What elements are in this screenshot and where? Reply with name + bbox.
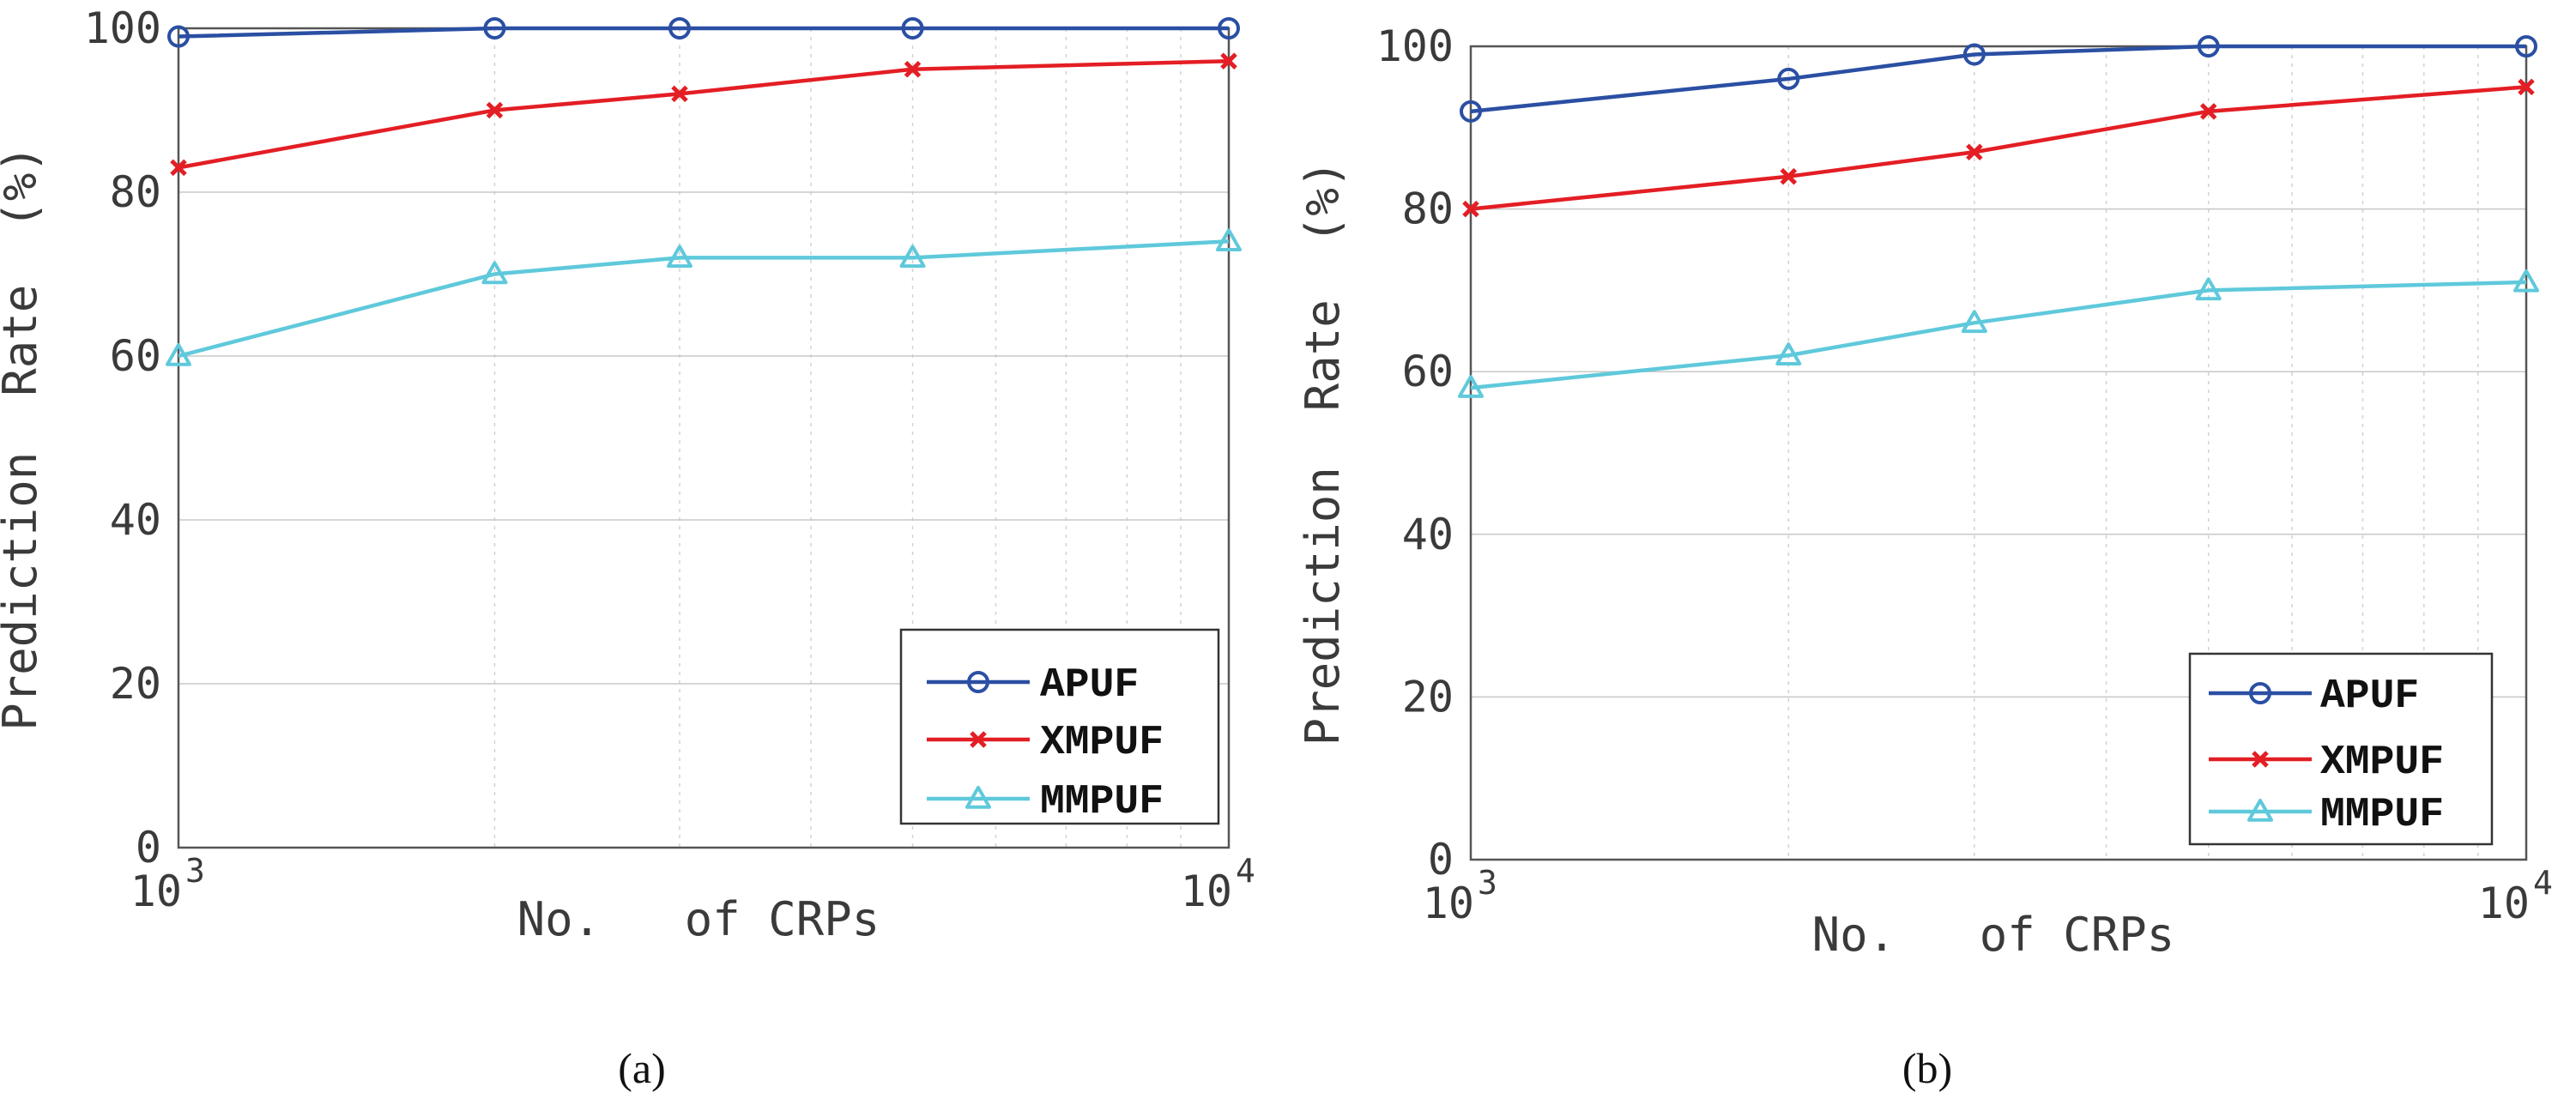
series-apuf xyxy=(1460,35,2537,123)
y-tick-label: 0 xyxy=(136,823,161,873)
y-tick-label: 100 xyxy=(84,3,161,53)
data-point-marker xyxy=(899,245,926,269)
y-axis-label: Prediction Rate (%) xyxy=(0,145,47,731)
panel-caption: (b) xyxy=(1902,1044,1952,1092)
data-point-marker xyxy=(1780,167,1798,185)
data-point-marker xyxy=(1777,67,1800,90)
data-point-marker xyxy=(1458,375,1484,398)
data-point-marker xyxy=(1462,200,1479,218)
legend-label: XMPUF xyxy=(1040,720,1164,766)
legend-label: XMPUF xyxy=(2320,740,2444,786)
data-point-marker xyxy=(486,101,504,119)
data-point-marker xyxy=(166,343,191,366)
y-tick-label: 20 xyxy=(110,659,161,709)
legend-marker xyxy=(2252,751,2269,768)
x-tick-label-base: 10 xyxy=(130,867,182,916)
series-line xyxy=(1470,85,2527,211)
legend-marker xyxy=(965,786,991,809)
data-point-marker xyxy=(170,159,187,177)
data-point-marker xyxy=(1460,100,1482,123)
y-tick-label: 80 xyxy=(110,167,161,217)
legend-box xyxy=(899,628,1220,825)
y-tick-label: 40 xyxy=(110,495,161,545)
y-tick-label: 60 xyxy=(1402,347,1454,396)
legend-marker xyxy=(2247,799,2273,822)
series-line xyxy=(1470,44,2526,114)
x-tick-label-exponent: 3 xyxy=(185,852,205,890)
data-point-marker xyxy=(1220,52,1237,69)
data-point-marker xyxy=(2195,277,2222,301)
legend-label: MMPUF xyxy=(2320,792,2444,838)
series-line xyxy=(178,239,1230,359)
series-line xyxy=(1470,280,2527,390)
x-tick-label-exponent: 4 xyxy=(1236,852,1255,890)
series-apuf xyxy=(167,17,1240,48)
y-tick-label: 0 xyxy=(1428,835,1454,885)
y-tick-label: 100 xyxy=(1376,21,1454,71)
legend-marker xyxy=(2249,682,2271,704)
series-line xyxy=(178,58,1230,170)
x-tick-label-exponent: 3 xyxy=(1478,864,1497,902)
series-xmpuf xyxy=(1462,78,2535,218)
x-tick-label-base: 10 xyxy=(1423,879,1474,928)
data-point-marker xyxy=(2515,35,2537,57)
legend-label: MMPUF xyxy=(1040,779,1164,825)
data-point-marker xyxy=(483,17,506,39)
data-point-marker xyxy=(2513,269,2539,293)
data-point-marker xyxy=(904,60,922,78)
legend-marker xyxy=(970,731,987,748)
data-point-marker xyxy=(2197,35,2220,57)
series-mmpuf xyxy=(166,228,1242,366)
series-mmpuf xyxy=(1458,269,2539,398)
legend-label: APUF xyxy=(2320,673,2419,720)
x-axis-label: No. of CRPs xyxy=(517,892,880,946)
data-point-marker xyxy=(1216,228,1242,252)
series-line xyxy=(178,26,1229,39)
data-point-marker xyxy=(671,85,688,103)
series-xmpuf xyxy=(170,52,1237,177)
data-point-marker xyxy=(1966,143,1983,161)
legend-label: APUF xyxy=(1040,662,1139,709)
panel-caption: (a) xyxy=(618,1044,666,1092)
y-tick-label: 40 xyxy=(1402,510,1454,559)
axes-frame xyxy=(1469,45,2528,861)
data-point-marker xyxy=(1218,17,1240,39)
data-point-marker xyxy=(167,25,190,48)
data-point-marker xyxy=(2518,78,2535,96)
x-tick-label-base: 10 xyxy=(2478,879,2530,928)
data-point-marker xyxy=(901,17,924,39)
x-axis-label: No. of CRPs xyxy=(1812,908,2175,962)
y-axis-label: Prediction Rate (%) xyxy=(1296,160,1350,746)
y-tick-label: 80 xyxy=(1402,184,1454,234)
data-point-marker xyxy=(1775,342,1802,365)
data-point-marker xyxy=(668,17,691,39)
data-point-marker xyxy=(1961,310,1987,334)
data-point-marker xyxy=(666,245,692,269)
legend-marker xyxy=(967,671,989,693)
data-point-marker xyxy=(1962,43,1986,66)
data-point-marker xyxy=(481,261,508,285)
x-tick-label-exponent: 4 xyxy=(2533,864,2553,902)
y-tick-label: 20 xyxy=(1402,672,1454,722)
legend: APUF XMPUF MMPUF xyxy=(899,628,1220,825)
legend: APUF XMPUF MMPUF xyxy=(2188,652,2494,846)
x-tick-label-base: 10 xyxy=(1181,867,1232,916)
data-point-marker xyxy=(2199,103,2217,120)
y-tick-label: 60 xyxy=(110,331,161,381)
